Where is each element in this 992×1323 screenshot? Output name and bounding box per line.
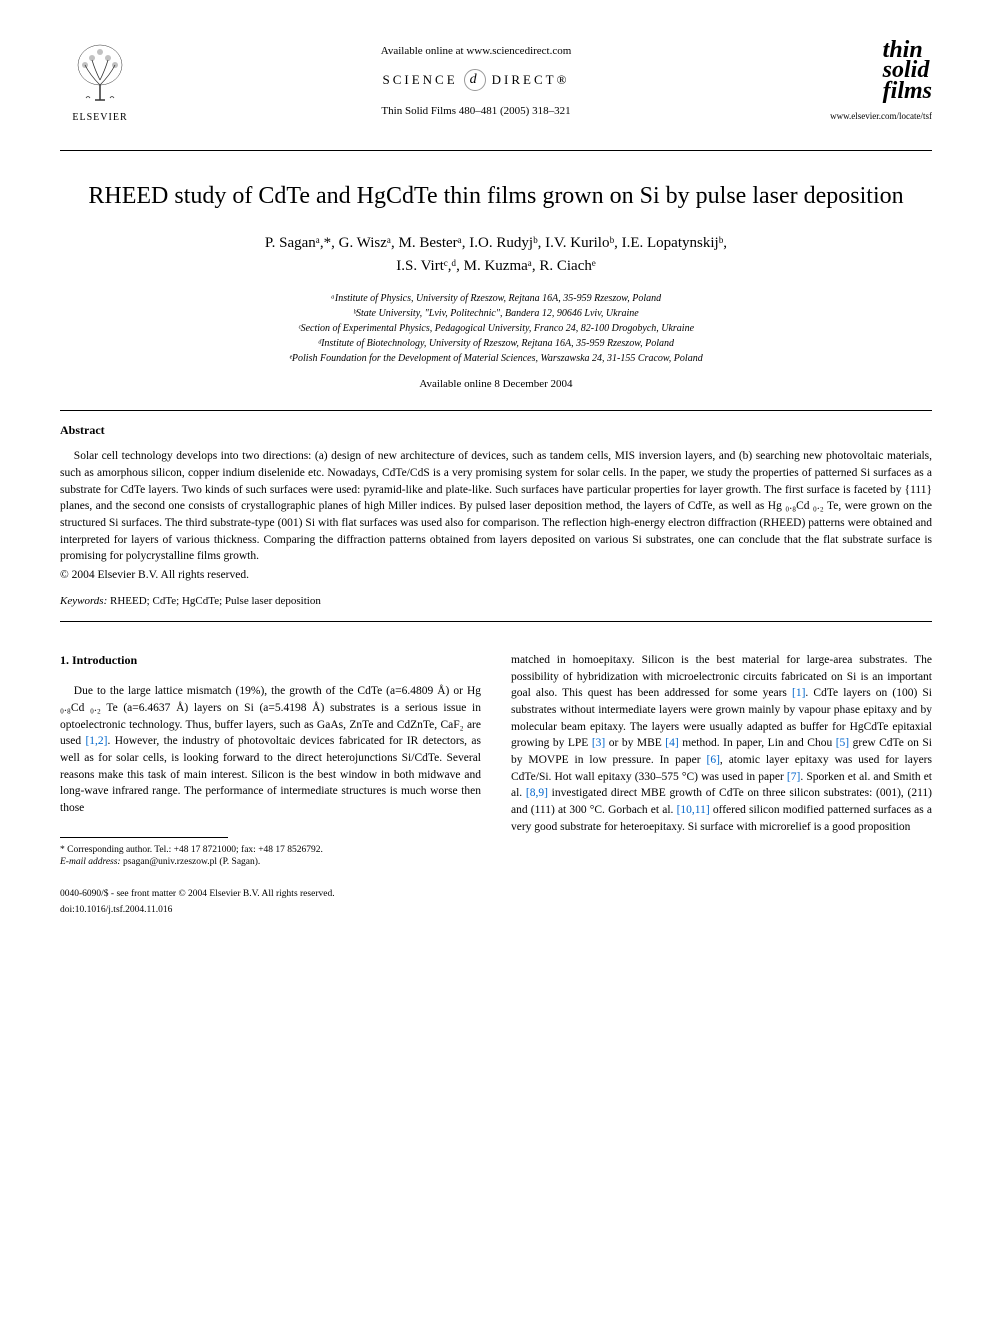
- publisher-logo: ELSEVIER: [60, 40, 140, 130]
- affiliations: ᵃInstitute of Physics, University of Rze…: [60, 291, 932, 366]
- ref-link-4[interactable]: [4]: [665, 737, 678, 749]
- corresponding-author-footnote: * Corresponding author. Tel.: +48 17 872…: [60, 844, 481, 856]
- ref-link-3[interactable]: [3]: [592, 737, 605, 749]
- abstract-bottom-rule: [60, 621, 932, 622]
- authors-line-1: P. Saganᵃ,*, G. Wiszᵃ, M. Besterᵃ, I.O. …: [60, 232, 932, 255]
- abstract-copyright: © 2004 Elsevier B.V. All rights reserved…: [60, 569, 932, 581]
- journal-reference: Thin Solid Films 480–481 (2005) 318–321: [140, 105, 812, 117]
- email-footnote: E-mail address: psagan@univ.rzeszow.pl (…: [60, 856, 481, 868]
- abstract-heading: Abstract: [60, 423, 932, 438]
- journal-logo: thin solid films www.elsevier.com/locate…: [812, 40, 932, 121]
- email-address: psagan@univ.rzeszow.pl (P. Sagan).: [121, 857, 261, 867]
- authors: P. Saganᵃ,*, G. Wiszᵃ, M. Besterᵃ, I.O. …: [60, 232, 932, 277]
- col2-text-c: or by MBE: [605, 737, 665, 749]
- ref-link-8-9[interactable]: [8,9]: [526, 787, 548, 799]
- keywords-text: RHEED; CdTe; HgCdTe; Pulse laser deposit…: [107, 595, 321, 607]
- ref-link-7[interactable]: [7]: [787, 771, 800, 783]
- center-header: Available online at www.sciencedirect.co…: [140, 40, 812, 117]
- affiliation-c: ᶜSection of Experimental Physics, Pedago…: [60, 321, 932, 336]
- ref-link-5[interactable]: [5]: [836, 737, 849, 749]
- sciencedirect-right: DIRECT®: [492, 72, 570, 88]
- journal-logo-line3: films: [883, 81, 932, 101]
- page-header: ELSEVIER Available online at www.science…: [60, 40, 932, 130]
- article-title: RHEED study of CdTe and HgCdTe thin film…: [60, 181, 932, 212]
- publisher-name: ELSEVIER: [72, 112, 127, 123]
- authors-line-2: I.S. Virtᶜ,ᵈ, M. Kuzmaᵃ, R. Ciachᵉ: [60, 255, 932, 278]
- email-label: E-mail address:: [60, 857, 121, 867]
- footer-copyright: 0040-6090/$ - see front matter © 2004 El…: [60, 888, 481, 902]
- ref-link-1[interactable]: [1]: [792, 687, 805, 699]
- available-online-text: Available online at www.sciencedirect.co…: [140, 45, 812, 57]
- abstract-top-rule: [60, 410, 932, 411]
- affiliation-a: ᵃInstitute of Physics, University of Rze…: [60, 291, 932, 306]
- affiliation-e: ᵉPolish Foundation for the Development o…: [60, 351, 932, 366]
- keywords-label: Keywords:: [60, 595, 107, 607]
- left-column: 1. Introduction Due to the large lattice…: [60, 652, 481, 918]
- ref-link-6[interactable]: [6]: [707, 754, 720, 766]
- affiliation-d: ᵈInstitute of Biotechnology, University …: [60, 336, 932, 351]
- available-date: Available online 8 December 2004: [60, 378, 932, 390]
- intro-paragraph: Due to the large lattice mismatch (19%),…: [60, 683, 481, 816]
- right-column: matched in homoepitaxy. Silicon is the b…: [511, 652, 932, 918]
- section-1-heading: 1. Introduction: [60, 652, 481, 669]
- intro-text-2: . However, the industry of photovoltaic …: [60, 735, 481, 814]
- sciencedirect-icon: d: [464, 69, 486, 91]
- footnote-rule: [60, 837, 228, 838]
- ref-link-1-2[interactable]: [1,2]: [85, 735, 107, 747]
- header-rule: [60, 150, 932, 151]
- affiliation-b: ᵇState University, "Lviv, Politechnic", …: [60, 306, 932, 321]
- ref-link-10-11[interactable]: [10,11]: [677, 804, 710, 816]
- body-columns: 1. Introduction Due to the large lattice…: [60, 652, 932, 918]
- sciencedirect-left: SCIENCE: [383, 72, 458, 88]
- sciencedirect-brand: SCIENCE d DIRECT®: [140, 69, 812, 91]
- intro-paragraph-continued: matched in homoepitaxy. Silicon is the b…: [511, 652, 932, 835]
- journal-url: www.elsevier.com/locate/tsf: [812, 111, 932, 121]
- keywords: Keywords: RHEED; CdTe; HgCdTe; Pulse las…: [60, 595, 932, 607]
- col2-text-d: method. In paper, Lin and Chou: [679, 737, 836, 749]
- abstract-text: Solar cell technology develops into two …: [60, 448, 932, 565]
- elsevier-tree-icon: [70, 40, 130, 110]
- footer-doi: doi:10.1016/j.tsf.2004.11.016: [60, 904, 481, 918]
